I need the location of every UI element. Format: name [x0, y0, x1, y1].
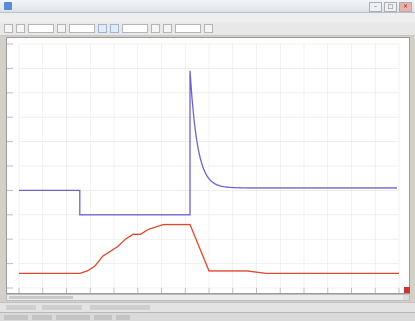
cursor-handle[interactable] — [404, 287, 410, 293]
scrollbar-thumb[interactable] — [9, 296, 73, 299]
folder-icon[interactable] — [4, 24, 13, 33]
window-controls: – □ × — [369, 2, 412, 12]
line-chart — [7, 43, 400, 293]
channel-select[interactable] — [28, 24, 54, 33]
taskbar-item[interactable] — [116, 314, 130, 320]
menu-bar — [0, 13, 415, 22]
status-segment — [90, 305, 150, 310]
series-line-blue — [19, 70, 397, 216]
status-segment — [6, 305, 36, 310]
save-icon[interactable] — [16, 24, 25, 33]
toolbar — [0, 22, 415, 36]
minimize-button[interactable]: – — [369, 2, 382, 12]
maximize-button[interactable]: □ — [384, 2, 397, 12]
start-button[interactable] — [4, 314, 28, 320]
scroll-right-arrow[interactable] — [403, 295, 409, 300]
cursor-icon[interactable] — [57, 24, 66, 33]
app-icon — [4, 2, 12, 10]
zoom-in-icon[interactable] — [98, 24, 107, 33]
settings-icon[interactable] — [204, 24, 213, 33]
trigger-select[interactable] — [122, 24, 148, 33]
zoom-out-icon[interactable] — [110, 24, 119, 33]
taskbar-item[interactable] — [94, 314, 112, 320]
close-button[interactable]: × — [399, 2, 412, 12]
run-icon[interactable] — [151, 24, 160, 33]
timebase-select[interactable] — [69, 24, 95, 33]
plot-area[interactable] — [6, 37, 410, 294]
stop-icon[interactable] — [163, 24, 172, 33]
scale-select[interactable] — [175, 24, 201, 33]
horizontal-scrollbar[interactable] — [6, 294, 410, 301]
taskbar — [0, 312, 415, 321]
taskbar-item[interactable] — [56, 314, 90, 320]
taskbar-item[interactable] — [32, 314, 52, 320]
series-line-red — [19, 223, 399, 275]
status-bar — [0, 302, 415, 313]
status-segment — [42, 305, 82, 310]
title-bar: – □ × — [0, 0, 415, 13]
